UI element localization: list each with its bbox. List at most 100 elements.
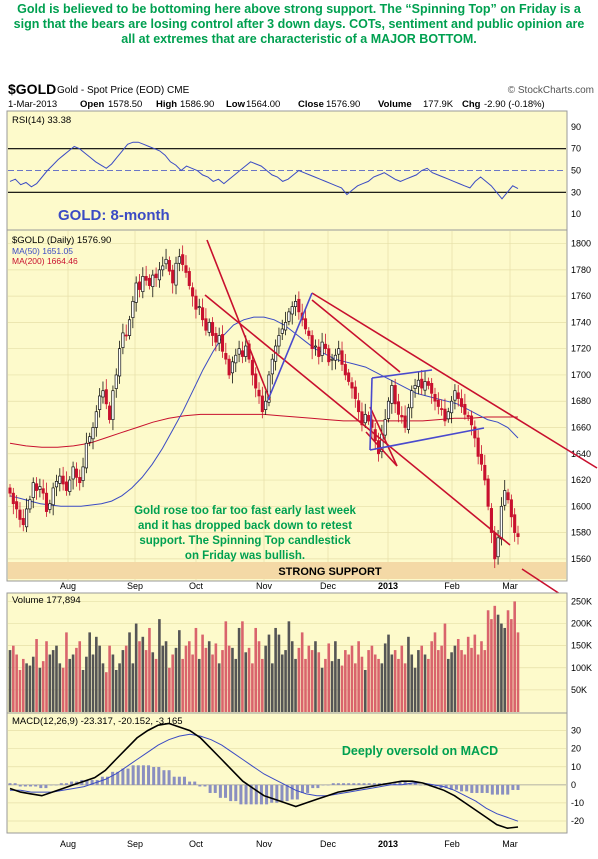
volume-bar [171, 654, 174, 712]
trendline-upper-1 [206, 239, 271, 401]
candle-body [51, 487, 55, 506]
volume-bar [18, 669, 22, 712]
price-tick-label: 1640 [571, 449, 591, 459]
volume-bar [324, 658, 327, 712]
channel-lines [267, 292, 485, 451]
volume-bar [294, 658, 297, 712]
volume-value: 177.9K [423, 99, 454, 110]
macd-histogram-bar [393, 783, 397, 785]
volume-bar [510, 619, 513, 712]
volume-tick-label: 100K [571, 663, 592, 673]
volume-bar [420, 645, 424, 712]
volume-bar [237, 627, 241, 712]
macd-histogram-bar [516, 784, 520, 790]
macd-histogram-bar [44, 784, 48, 789]
macd-histogram-bar [490, 784, 494, 795]
macd-histogram-bar [300, 784, 304, 793]
macd-histogram-bar [116, 771, 120, 785]
macd-histogram-bar [34, 784, 38, 787]
macd-histogram-bar [152, 766, 156, 785]
volume-bar [261, 658, 264, 712]
ma50-line [9, 316, 519, 507]
volume-bar [277, 634, 281, 712]
candle-body [433, 394, 437, 402]
volume-bar [204, 647, 208, 712]
volume-bar [480, 641, 483, 712]
volume-bar [423, 654, 427, 712]
candle-body [450, 400, 454, 414]
candle-body [360, 411, 364, 426]
candle-body [516, 533, 520, 538]
volume-bar [55, 645, 58, 712]
candle-body [293, 301, 298, 307]
macd-histogram-bar [449, 784, 453, 790]
volume-bar [247, 647, 251, 712]
x-tick-label: Oct [189, 581, 204, 591]
low-label: Low [226, 99, 246, 110]
candle-body [393, 385, 397, 405]
volume-bar [383, 643, 387, 712]
candle-body [290, 306, 294, 315]
macd-histogram-bar [372, 783, 376, 785]
x-tick-label: Nov [256, 839, 273, 849]
volume-bar [460, 650, 463, 712]
volume-bar [108, 645, 111, 712]
x-tick-label: Dec [320, 581, 337, 591]
volume-bar [144, 650, 148, 712]
candle-body [108, 405, 112, 420]
volume-bar [257, 641, 261, 712]
candle-body [141, 276, 145, 293]
candle-body [277, 335, 281, 347]
volume-bar [453, 645, 457, 712]
close-value: 1576.90 [326, 99, 360, 110]
macd-histogram-bar [147, 765, 151, 785]
volume-bar [221, 650, 224, 712]
close-label: Close [298, 99, 324, 110]
macd-histogram-bar [470, 784, 474, 793]
macd-histogram-bar [8, 783, 12, 785]
candle-body [423, 381, 427, 391]
macd-line [9, 722, 519, 830]
candle-body [496, 537, 500, 558]
volume-bar [174, 647, 178, 712]
candle-body [38, 486, 42, 490]
candle-body [171, 269, 175, 284]
volume-bar [393, 650, 397, 712]
volume-bar [35, 639, 38, 712]
candle-body [469, 415, 474, 426]
volume-bar [334, 641, 337, 712]
volume-bar [350, 645, 354, 712]
macd-histogram-bar [203, 784, 207, 787]
volume-bar [194, 627, 198, 712]
candle-body [137, 281, 142, 290]
macd-tick-label: -20 [571, 816, 584, 826]
volume-bar [290, 641, 294, 712]
price-tick-label: 1620 [571, 475, 591, 485]
open-label: Open [80, 99, 104, 110]
candle-body [157, 269, 161, 281]
volume-bar [330, 661, 334, 712]
candle-body [68, 479, 72, 492]
rsi-tick-label: 90 [571, 122, 581, 132]
candle-body [217, 335, 221, 344]
candle-body [347, 372, 351, 382]
macd-histogram-bar [54, 784, 58, 786]
volume-title: Volume 177,894 [12, 595, 81, 606]
candle-body [479, 453, 484, 465]
volume-bar [78, 641, 82, 712]
candle-body [207, 322, 211, 333]
volume-bar [31, 656, 35, 712]
macd-histogram-bar [254, 784, 258, 805]
support-label: STRONG SUPPORT [278, 566, 382, 578]
trendline-small-1 [369, 406, 398, 467]
macd-tick-label: -10 [571, 798, 584, 808]
macd-histogram-bar [398, 781, 402, 785]
macd-histogram-bar [326, 784, 330, 786]
candle-body [340, 350, 344, 365]
rsi-title: RSI(14) 33.38 [12, 115, 71, 126]
volume-bar [417, 650, 420, 712]
x-tick-label: Dec [320, 839, 337, 849]
volume-bar [98, 645, 101, 712]
macd-histogram-bar [265, 784, 269, 805]
x-tick-label: Sep [127, 581, 143, 591]
